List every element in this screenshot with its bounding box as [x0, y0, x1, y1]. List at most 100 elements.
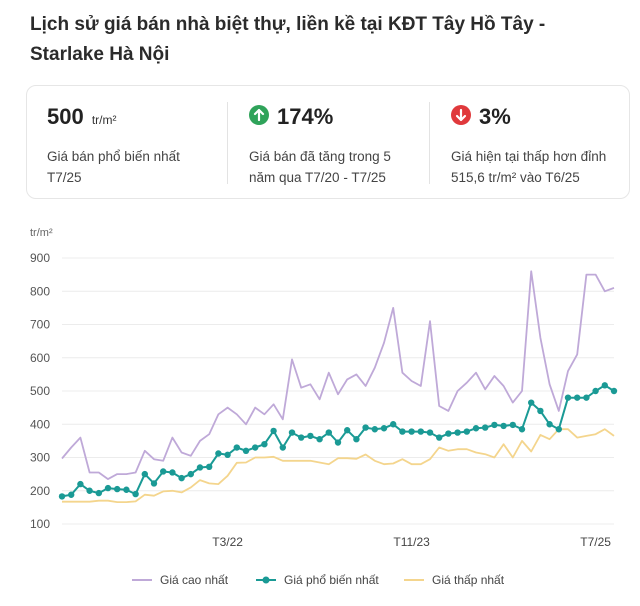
- y-tick-label: 700: [30, 318, 50, 332]
- y-tick-label: 500: [30, 384, 50, 398]
- stats-card: 500 tr/m² Giá bán phổ biến nhất T7/25 174…: [26, 85, 630, 199]
- data-point: [150, 480, 158, 487]
- data-point: [206, 463, 213, 471]
- data-point: [316, 436, 323, 443]
- data-point: [583, 394, 590, 401]
- y-tick-label: 800: [30, 284, 50, 298]
- stat-below-peak: 3% Giá hiện tại thấp hơn đỉnh 515,6 tr/m²…: [451, 86, 631, 198]
- y-tick-label: 900: [30, 251, 50, 265]
- x-tick-label: T3/22: [212, 535, 243, 549]
- data-point: [592, 387, 599, 395]
- data-point: [344, 427, 351, 434]
- data-point: [196, 464, 204, 471]
- data-point: [445, 430, 452, 437]
- data-point: [509, 421, 516, 429]
- data-point: [224, 451, 231, 459]
- stat-value: 500: [47, 104, 84, 129]
- data-point: [261, 441, 268, 448]
- y-tick-label: 300: [30, 451, 50, 465]
- data-point: [132, 490, 139, 498]
- data-point: [380, 425, 388, 432]
- data-point: [77, 480, 84, 488]
- data-point: [114, 485, 121, 493]
- data-point: [574, 394, 581, 401]
- arrow-up-icon: [249, 105, 269, 126]
- legend-marker: [262, 576, 270, 584]
- data-point: [601, 382, 608, 389]
- stat-desc-line2: năm qua T7/20 - T7/25: [249, 170, 386, 185]
- x-tick-label: T11/23: [393, 535, 430, 549]
- data-point: [408, 428, 415, 435]
- stat-divider: [227, 102, 228, 184]
- data-point: [537, 407, 544, 415]
- data-point: [58, 493, 66, 500]
- data-point: [555, 426, 562, 433]
- series-line: [62, 428, 615, 504]
- stat-desc-line1: Giá bán đã tăng trong 5: [249, 149, 391, 164]
- data-point: [334, 439, 342, 446]
- data-point: [353, 436, 360, 443]
- data-point: [288, 429, 296, 436]
- data-point: [417, 428, 424, 435]
- data-point: [436, 434, 443, 441]
- data-point: [325, 429, 332, 436]
- stat-divider: [429, 102, 430, 184]
- data-point: [610, 387, 618, 395]
- data-point: [68, 491, 75, 498]
- stat-increase: 174% Giá bán đã tăng trong 5 năm qua T7/2…: [249, 86, 429, 198]
- data-point: [279, 444, 286, 451]
- data-point: [270, 427, 277, 435]
- data-point: [233, 444, 240, 451]
- stat-value: 3%: [479, 104, 511, 129]
- data-point: [187, 470, 194, 478]
- y-tick-label: 200: [30, 484, 50, 498]
- stat-desc-line2: 515,6 tr/m² vào T6/25: [451, 170, 580, 185]
- data-point: [242, 447, 250, 455]
- data-point: [86, 487, 93, 494]
- data-point: [298, 434, 305, 441]
- y-tick-label: 100: [30, 517, 50, 531]
- data-point: [252, 444, 259, 451]
- data-point: [215, 450, 222, 457]
- data-point: [390, 421, 397, 428]
- data-point: [546, 421, 553, 428]
- legend-label: Giá phổ biến nhất: [284, 573, 379, 587]
- data-point: [500, 422, 507, 430]
- data-point: [123, 486, 130, 493]
- data-point: [307, 432, 314, 440]
- arrow-down-icon: [451, 105, 471, 126]
- data-point: [518, 426, 526, 433]
- data-point: [463, 428, 470, 435]
- y-axis-label: tr/m²: [30, 227, 53, 239]
- price-history-chart: tr/m² 100 200 300 400 500 600 700 800 900 T3/22 T…: [30, 227, 618, 587]
- y-tick-label: 600: [30, 351, 50, 365]
- data-point: [528, 399, 535, 406]
- data-point: [454, 429, 461, 436]
- stat-value: 174%: [277, 104, 334, 129]
- data-point: [362, 424, 369, 431]
- legend-label: Giá thấp nhất: [432, 573, 505, 587]
- data-point: [178, 474, 185, 482]
- data-point: [482, 424, 489, 431]
- data-point: [491, 421, 498, 429]
- page-title: Lịch sử giá bán nhà biệt thự, liền kề tạ…: [30, 14, 546, 65]
- data-point: [564, 394, 572, 401]
- data-point: [169, 469, 176, 476]
- data-point: [426, 429, 434, 436]
- stat-popular-price: 500 tr/m² Giá bán phổ biến nhất T7/25: [47, 86, 227, 198]
- x-tick-label: T7/25: [580, 535, 611, 549]
- legend-label: Giá cao nhất: [160, 573, 229, 587]
- y-tick-label: 400: [30, 417, 50, 431]
- stat-desc-line1: Giá hiện tại thấp hơn đỉnh: [451, 149, 607, 164]
- data-point: [104, 484, 112, 492]
- stat-desc-line1: Giá bán phổ biến nhất: [47, 149, 180, 164]
- data-point: [141, 470, 148, 478]
- data-point: [472, 425, 480, 432]
- stat-unit: tr/m²: [91, 113, 117, 127]
- series-line: [61, 270, 615, 481]
- data-point: [160, 468, 167, 475]
- data-point: [371, 426, 378, 433]
- stat-desc-line2: T7/25: [47, 170, 82, 185]
- data-point: [399, 428, 406, 435]
- data-point: [95, 489, 103, 497]
